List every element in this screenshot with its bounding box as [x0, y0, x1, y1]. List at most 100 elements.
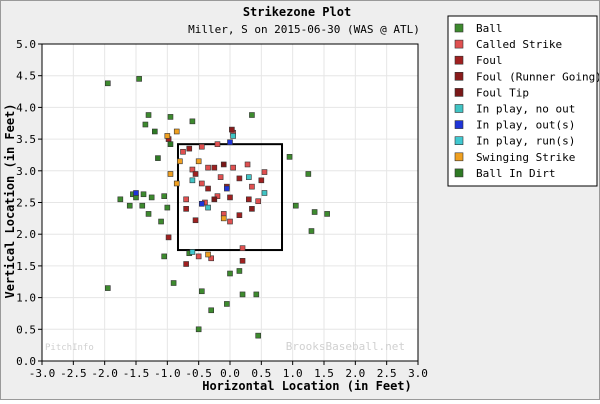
pitch-point-foul: [227, 194, 233, 201]
pitch-point-foul: [258, 177, 265, 184]
x-tick-label: 0.0: [220, 367, 240, 380]
pitch-point-ball: [140, 191, 147, 198]
pitch-point-called-strike: [255, 198, 261, 205]
legend-swatch: [454, 168, 464, 178]
legend-swatch: [454, 39, 464, 49]
pitch-point-called-strike: [199, 143, 205, 150]
pitch-point-called-strike: [208, 255, 214, 262]
pitch-point-ball: [167, 114, 174, 120]
pitch-point-foul: [183, 206, 189, 212]
x-tick-label: 0.5: [251, 367, 271, 380]
pitch-point-foul: [192, 171, 199, 177]
pitch-point-ball: [305, 171, 312, 177]
legend-swatch: [454, 104, 464, 113]
legend-swatch: [454, 120, 464, 129]
legend-label: In play, no out: [476, 103, 575, 116]
pitch-point-ball: [145, 112, 152, 118]
legend-swatch: [454, 136, 464, 145]
legend-label: Foul Tip: [476, 86, 529, 99]
legend-swatch: [454, 72, 464, 81]
pitch-point-swinging-strike: [173, 128, 180, 135]
y-tick-label: 1.0: [16, 292, 36, 305]
pitch-point-ball: [236, 268, 243, 274]
pitch-point-swinging-strike: [164, 133, 171, 139]
y-tick-label: 4.0: [16, 101, 36, 114]
pitch-point-ball: [189, 118, 196, 125]
pitch-point-ball: [142, 121, 149, 128]
chart-title: Strikezone Plot: [243, 5, 351, 19]
x-tick-label: 1.5: [314, 367, 334, 380]
pitch-point-ball: [105, 80, 111, 87]
axes: -3.0 -2.5 -2.0 -1.5 -1.0 -0.5 0.0 0.5 1.0 1.5 2.0 2…: [16, 38, 428, 380]
pitch-point-ball: [161, 253, 167, 260]
x-tick-label: -2.5: [60, 367, 87, 380]
pitch-point-ball: [208, 307, 214, 314]
pitch-point-ball: [145, 211, 152, 217]
pitch-point-ball: [126, 202, 133, 209]
pitch-point-called-strike: [214, 193, 221, 199]
y-tick-label: 5.0: [16, 38, 36, 51]
x-tick-label: -3.0: [29, 367, 56, 380]
pitch-point-ball: [292, 202, 299, 209]
pitch-point-in-play-out-s: [224, 185, 230, 192]
legend-label: Foul (Runner Going): [476, 70, 599, 83]
pitch-point-ball: [249, 112, 255, 118]
pitch-point-foul: [246, 196, 252, 203]
pitch-point-in-play-out-s: [227, 139, 233, 146]
watermark-brooksbaseball: BrooksBaseball.net: [286, 340, 405, 353]
pitch-point-ball: [308, 228, 315, 234]
pitch-point-called-strike: [180, 148, 186, 155]
pitch-point-swinging-strike: [167, 171, 174, 177]
y-tick-label: 2.5: [16, 197, 36, 210]
pitch-point-foul: [205, 185, 211, 192]
legend-label: Ball: [476, 22, 503, 35]
pitch-point-ball: [136, 76, 142, 82]
x-tick-label: -0.5: [185, 367, 212, 380]
legend-swatch: [454, 88, 464, 97]
pitch-point-ball: [105, 285, 111, 291]
pitch-point-ball: [311, 209, 318, 215]
x-tick-label: 1.0: [283, 367, 303, 380]
pitch-point-foul: [183, 261, 189, 267]
y-tick-label: 0.5: [16, 323, 36, 336]
pitch-point-foul: [186, 145, 193, 152]
y-tick-label: 3.0: [16, 165, 36, 178]
pitch-point-ball: [199, 288, 205, 295]
pitch-point-foul-tip: [220, 161, 227, 168]
legend-label: Called Strike: [476, 38, 562, 51]
y-tick-label: 0.0: [16, 355, 36, 368]
legend-swatch: [454, 152, 464, 162]
pitch-point-called-strike: [214, 141, 221, 147]
pitch-point-ball: [286, 154, 293, 160]
pitch-point-in-play-out-s: [133, 190, 139, 196]
pitch-point-swinging-strike: [205, 251, 211, 258]
pitch-point-ball: [161, 193, 167, 199]
pitch-point-foul: [236, 212, 243, 218]
y-tick-label: 2.0: [16, 228, 36, 241]
watermark-pitchinfo: PitchInfo: [45, 343, 94, 353]
pitch-point-ball: [139, 202, 146, 209]
pitch-point-called-strike: [195, 253, 202, 260]
pitch-point-ball: [170, 280, 177, 286]
pitch-point-ball: [158, 218, 164, 225]
pitch-point-ball: [164, 204, 171, 211]
legend-label: Swinging Strike: [476, 151, 575, 164]
x-tick-label: 3.0: [408, 367, 428, 380]
legend-label: In play, out(s): [476, 119, 575, 132]
pitch-point-foul-runner-going: [229, 126, 235, 133]
pitch-point-swinging-strike: [195, 158, 202, 165]
legend: Ball Called Strike Foul Foul (Runner Going)…: [447, 15, 600, 187]
pitch-point-ball: [239, 291, 246, 298]
pitch-point-ball-in-dirt: [152, 128, 158, 135]
pitch-point-foul: [211, 164, 218, 171]
pitch-point-foul: [236, 175, 243, 182]
legend-box: [447, 15, 598, 187]
pitch-point-called-strike: [189, 166, 196, 173]
pitch-point-swinging-strike: [220, 215, 227, 222]
y-axis-label: Vertical Location (in Feet): [3, 103, 17, 298]
pitch-point-in-play-no-out: [246, 174, 252, 180]
pitch-point-swinging-strike: [173, 180, 180, 187]
pitch-point-called-strike: [227, 218, 233, 225]
x-tick-label: -1.0: [154, 367, 181, 380]
